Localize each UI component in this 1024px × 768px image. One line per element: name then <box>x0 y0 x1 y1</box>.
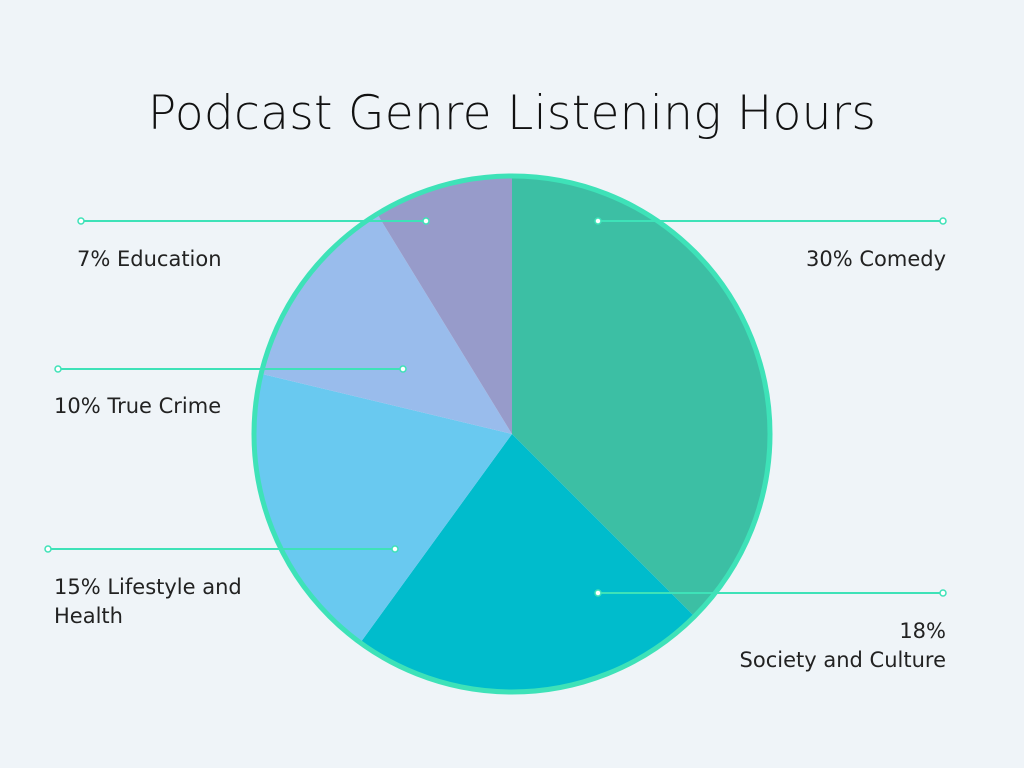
leader-line-society-and-culture <box>594 589 947 597</box>
slice-label-society-and-culture: 18% Society and Culture <box>740 617 946 675</box>
slice-label-lifestyle-line1: 15% Lifestyle and <box>54 575 242 599</box>
pie-slice-lifestyle-and-health <box>254 373 512 643</box>
pie-slice-comedy <box>512 176 770 617</box>
chart-title: Podcast Genre Listening Hours <box>147 86 877 141</box>
slice-label-society-name: Society and Culture <box>739 648 946 672</box>
leader-line-lifestyle-and-health <box>44 545 399 553</box>
slice-label-comedy: 30% Comedy <box>806 247 946 271</box>
slice-label-lifestyle-line2: Health <box>54 604 123 628</box>
leader-line-true-crime <box>54 365 407 373</box>
pie-slice-true-crime <box>261 214 512 434</box>
slice-label-society-percent: 18% <box>899 619 946 643</box>
pie-slice-society-and-culture <box>360 434 695 692</box>
slice-label-true-crime: 10% True Crime <box>54 394 222 418</box>
slice-label-lifestyle-and-health: 15% Lifestyle and Health <box>54 573 242 631</box>
leader-line-comedy <box>594 217 947 225</box>
pie-slice-education <box>377 176 512 434</box>
leader-line-education <box>77 217 430 225</box>
slice-label-education: 7% Education <box>77 247 222 271</box>
pie-outline <box>251 173 773 695</box>
